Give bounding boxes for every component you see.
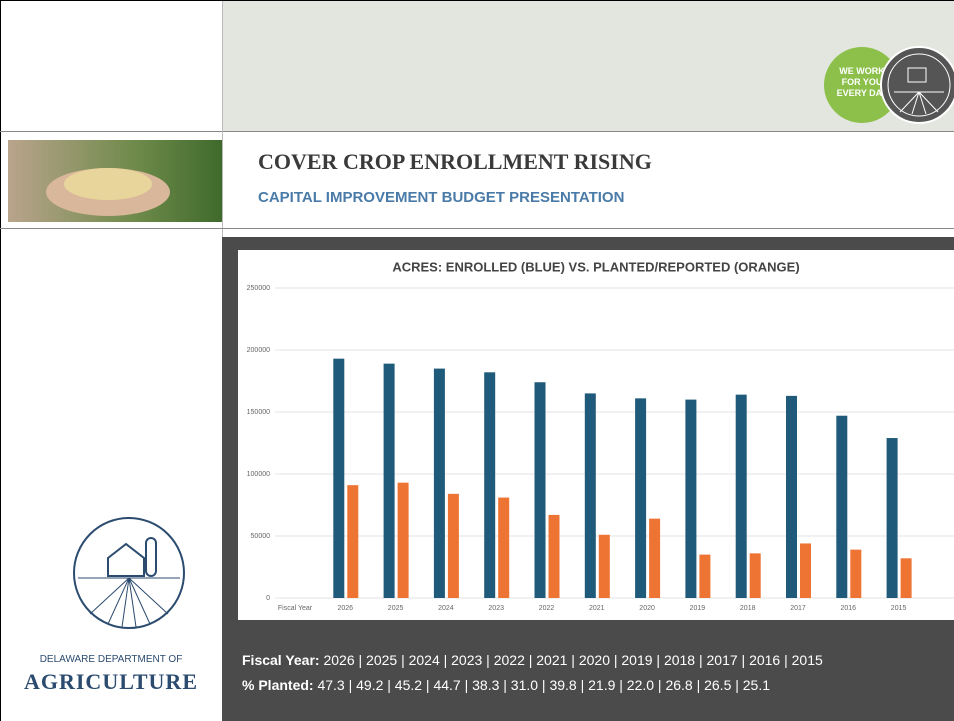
bar bbox=[685, 400, 696, 598]
seal-barn bbox=[108, 544, 144, 576]
slide-title: COVER CROP ENROLLMENT RISING bbox=[258, 149, 652, 175]
bar bbox=[498, 498, 509, 598]
divider bbox=[222, 1, 223, 237]
y-tick-label: 200000 bbox=[247, 347, 270, 354]
divider bbox=[0, 131, 954, 132]
bar bbox=[649, 519, 660, 598]
divider bbox=[0, 228, 954, 229]
footer-row: Fiscal Year: 2026 | 2025 | 2024 | 2023 |… bbox=[242, 652, 823, 668]
bar bbox=[535, 382, 546, 598]
bar bbox=[384, 364, 395, 598]
chart: ACRES: ENROLLED (BLUE) VS. PLANTED/REPOR… bbox=[238, 250, 954, 620]
x-tick-label: 2026 bbox=[338, 605, 354, 612]
bar bbox=[699, 555, 710, 598]
x-tick-label: 2021 bbox=[589, 605, 605, 612]
beans bbox=[64, 168, 152, 200]
slide-subtitle: CAPITAL IMPROVEMENT BUDGET PRESENTATION bbox=[258, 189, 624, 206]
border bbox=[0, 0, 1, 721]
bar bbox=[599, 535, 610, 598]
x-tick-label: 2025 bbox=[388, 605, 404, 612]
bar bbox=[549, 515, 560, 598]
bar bbox=[836, 416, 847, 598]
y-tick-label: 100000 bbox=[247, 471, 270, 478]
x-tick-label: 2020 bbox=[639, 605, 655, 612]
footer-values: 2026 | 2025 | 2024 | 2023 | 2022 | 2021 … bbox=[323, 652, 822, 668]
bar bbox=[585, 393, 596, 598]
logo-line1: DELAWARE DEPARTMENT OF bbox=[0, 654, 222, 665]
y-tick-label: 150000 bbox=[247, 409, 270, 416]
bar bbox=[398, 483, 409, 598]
x-tick-label: 2017 bbox=[790, 605, 806, 612]
logo-line2: AGRICULTURE bbox=[0, 669, 222, 695]
bar bbox=[901, 558, 912, 598]
x-tick-label: 2015 bbox=[891, 605, 907, 612]
seal-silo bbox=[146, 538, 156, 576]
footer-row: % Planted: 47.3 | 49.2 | 45.2 | 44.7 | 3… bbox=[242, 677, 770, 693]
seal-rows bbox=[78, 578, 180, 627]
footer-label: % Planted: bbox=[242, 677, 314, 693]
bar bbox=[800, 543, 811, 598]
logo-seal bbox=[70, 514, 188, 632]
seal-outer bbox=[74, 518, 184, 628]
footer-label: Fiscal Year: bbox=[242, 652, 320, 668]
bar bbox=[434, 369, 445, 598]
x-tick-label: 2022 bbox=[539, 605, 555, 612]
badges: WE WORK FOR YOU EVERY DAY bbox=[820, 44, 954, 128]
x-tick-label: 2019 bbox=[690, 605, 706, 612]
bar bbox=[736, 395, 747, 598]
y-tick-label: 0 bbox=[266, 595, 270, 602]
chart-title: ACRES: ENROLLED (BLUE) VS. PLANTED/REPOR… bbox=[392, 259, 799, 274]
bar bbox=[635, 398, 646, 598]
x-tick-label: 2024 bbox=[438, 605, 454, 612]
footer-values: 47.3 | 49.2 | 45.2 | 44.7 | 38.3 | 31.0 … bbox=[317, 677, 770, 693]
bar bbox=[786, 396, 797, 598]
photo bbox=[8, 140, 222, 222]
bar bbox=[850, 550, 861, 598]
y-tick-label: 50000 bbox=[251, 533, 271, 540]
y-tick-label: 250000 bbox=[247, 285, 270, 292]
bar bbox=[448, 494, 459, 598]
slide: WE WORK FOR YOU EVERY DAY COVER CROP ENR… bbox=[0, 0, 954, 721]
x-tick-label: 2018 bbox=[740, 605, 756, 612]
bar bbox=[333, 359, 344, 598]
bar bbox=[484, 372, 495, 598]
bar bbox=[887, 438, 898, 598]
seal bbox=[881, 47, 954, 123]
bar bbox=[347, 485, 358, 598]
x-tick-label: 2023 bbox=[488, 605, 504, 612]
x-tick-label: 2016 bbox=[841, 605, 857, 612]
bar bbox=[750, 553, 761, 598]
x-tick-label: Fiscal Year bbox=[278, 605, 313, 612]
